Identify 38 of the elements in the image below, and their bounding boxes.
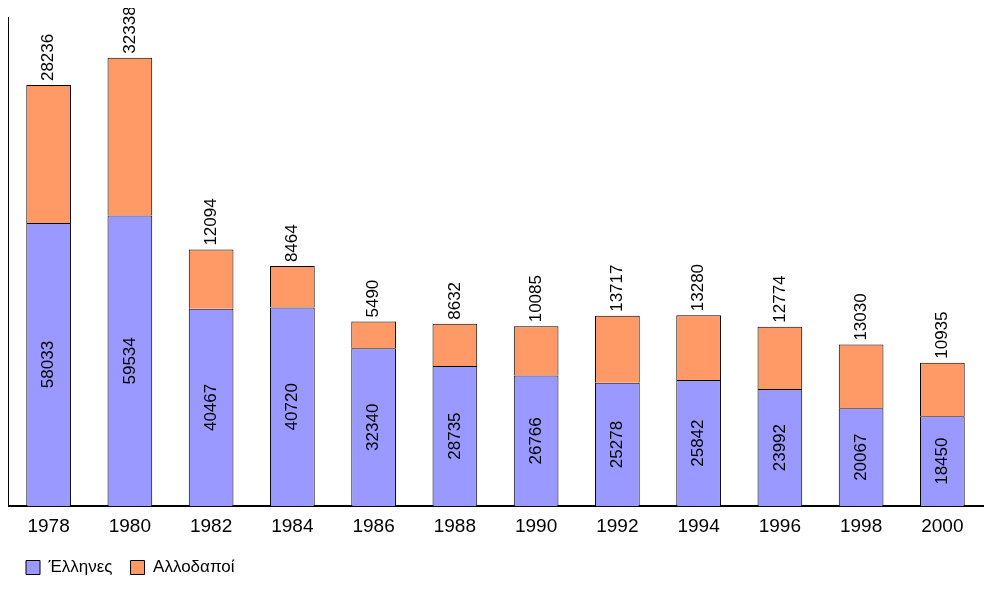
- data-label: 32338: [119, 6, 139, 54]
- data-label: 26766: [525, 417, 545, 465]
- data-label: 8632: [444, 281, 464, 320]
- data-label: 25278: [607, 420, 627, 469]
- data-label: 12774: [769, 275, 789, 323]
- data-label: 13280: [688, 263, 708, 312]
- data-label: 5490: [363, 279, 383, 318]
- x-tick-label: 1992: [596, 514, 639, 536]
- legend-label: Αλλοδαποί: [153, 557, 235, 577]
- data-label: 20067: [850, 433, 870, 481]
- x-tick-label: 1986: [352, 514, 395, 536]
- data-label: 59534: [119, 337, 139, 385]
- x-tick-label: 1988: [433, 514, 477, 536]
- data-label: 10935: [932, 311, 952, 359]
- data-label: 58033: [38, 340, 58, 389]
- x-tick-label: 1996: [758, 514, 802, 536]
- data-label: 40467: [200, 383, 220, 432]
- x-tick-label: 1994: [677, 514, 721, 536]
- x-tick-label: 1978: [27, 514, 70, 536]
- x-tick-label: 2000: [921, 514, 964, 536]
- x-tick-label: 1982: [189, 514, 233, 536]
- legend-label: Έλληνες: [47, 557, 113, 577]
- data-label: 32340: [363, 403, 383, 451]
- data-label: 28236: [38, 33, 58, 82]
- x-tick-label: 1984: [271, 514, 314, 536]
- data-label: 13030: [850, 293, 870, 341]
- data-label: 28735: [444, 412, 464, 460]
- data-label: 23992: [769, 423, 789, 472]
- data-label: 8464: [282, 224, 302, 263]
- data-label: 13717: [607, 264, 627, 312]
- data-label: 12094: [200, 198, 220, 246]
- data-label: 18450: [932, 437, 952, 485]
- x-tick-label: 1980: [108, 514, 152, 536]
- x-tick-label: 1990: [514, 514, 558, 536]
- x-tick-label: 1998: [839, 514, 883, 536]
- data-label: 25842: [688, 419, 708, 467]
- data-label: 40720: [282, 383, 302, 431]
- data-label: 10085: [525, 275, 545, 323]
